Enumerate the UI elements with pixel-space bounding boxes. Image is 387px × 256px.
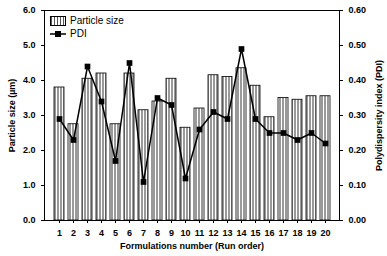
svg-text:9: 9: [169, 228, 174, 238]
svg-text:5.0: 5.0: [23, 40, 36, 50]
svg-text:Polydispersity index (PDI): Polydispersity index (PDI): [374, 60, 384, 171]
svg-text:1.0: 1.0: [23, 180, 36, 190]
svg-text:3.0: 3.0: [23, 110, 36, 120]
svg-text:16: 16: [264, 228, 274, 238]
svg-text:6.0: 6.0: [23, 5, 36, 15]
html-text:PDI: PDI: [70, 28, 87, 39]
svg-text:0.20: 0.20: [349, 145, 367, 155]
svg-text:0.50: 0.50: [349, 40, 367, 50]
svg-text:15: 15: [250, 228, 260, 238]
svg-text:17: 17: [278, 228, 288, 238]
svg-text:19: 19: [306, 228, 316, 238]
svg-text:0.10: 0.10: [349, 180, 367, 190]
svg-text:12: 12: [208, 228, 218, 238]
svg-text:4: 4: [99, 228, 104, 238]
svg-text:0.00: 0.00: [349, 215, 367, 225]
svg-text:8: 8: [155, 228, 160, 238]
svg-text:18: 18: [292, 228, 302, 238]
svg-text:1: 1: [57, 228, 62, 238]
svg-text:11: 11: [195, 228, 205, 238]
svg-text:2.0: 2.0: [23, 145, 36, 155]
html-text:Particle size: Particle size: [70, 15, 124, 26]
svg-text:Formulations number (Run order: Formulations number (Run order): [120, 241, 264, 251]
svg-text:6: 6: [127, 228, 132, 238]
svg-text:5: 5: [113, 228, 118, 238]
svg-text:10: 10: [180, 228, 190, 238]
svg-text:0.0: 0.0: [23, 215, 36, 225]
svg-text:7: 7: [141, 228, 146, 238]
svg-text:13: 13: [222, 228, 232, 238]
svg-text:4.0: 4.0: [23, 75, 36, 85]
svg-text:0.60: 0.60: [349, 5, 367, 15]
svg-text:2: 2: [71, 228, 76, 238]
svg-text:14: 14: [236, 228, 246, 238]
svg-text:0.40: 0.40: [349, 75, 367, 85]
svg-text:3: 3: [85, 228, 90, 238]
svg-text:Particle size (µm): Particle size (µm): [7, 79, 17, 153]
svg-text:0.30: 0.30: [349, 110, 367, 120]
svg-text:20: 20: [320, 228, 330, 238]
